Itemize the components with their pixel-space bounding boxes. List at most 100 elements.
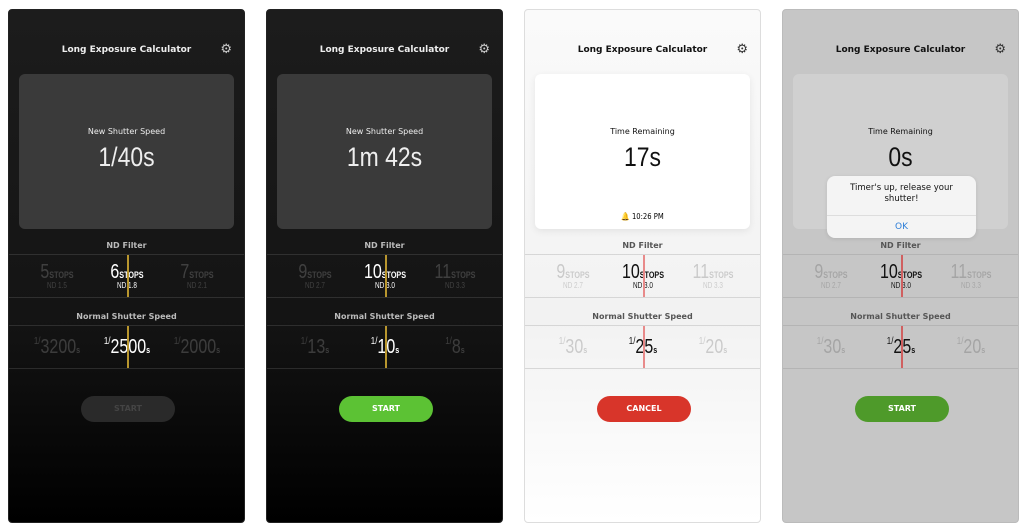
speed-option[interactable]: 1/8s <box>428 336 482 359</box>
nd-option[interactable]: 11STOPS ND 3.3 <box>944 261 998 290</box>
speed-unit: s <box>460 345 465 355</box>
nd-stops: 10 <box>363 261 382 283</box>
speed-option[interactable]: 1/3200s <box>30 336 84 359</box>
speed-value: 13 <box>307 336 326 358</box>
card-label: New Shutter Speed <box>87 127 166 136</box>
gear-icon[interactable]: ⚙ <box>994 42 1006 57</box>
nd-unit: STOPS <box>119 270 144 280</box>
nd-option[interactable]: 5STOPS ND 1.5 <box>30 261 84 290</box>
card-label: New Shutter Speed <box>345 127 424 136</box>
cancel-button[interactable]: CANCEL <box>597 396 691 422</box>
speed-fraction: 1/ <box>370 336 378 347</box>
card-label: Time Remaining <box>610 127 675 136</box>
speed-value: 30 <box>565 336 584 358</box>
gear-icon[interactable]: ⚙ <box>736 42 748 57</box>
nd-unit: STOPS <box>709 270 734 280</box>
speed-fraction: 1/ <box>300 336 308 347</box>
speed-value: 30 <box>823 336 842 358</box>
speed-option[interactable]: 1/20s <box>686 336 740 359</box>
picker-marker <box>643 326 645 368</box>
gear-icon[interactable]: ⚙ <box>478 42 490 57</box>
nd-unit: STOPS <box>897 270 923 280</box>
nd-option[interactable]: 11STOPS ND 3.3 <box>686 261 740 290</box>
card-value: 0s <box>888 142 913 172</box>
nd-option[interactable]: 9STOPS ND 2.7 <box>804 261 858 290</box>
speed-unit: s <box>841 345 846 355</box>
phone-screen: Long Exposure Calculator ⚙ Time Remainin… <box>524 9 761 523</box>
phone-screen: Long Exposure Calculator ⚙ New Shutter S… <box>266 9 503 523</box>
nd-stops: 11 <box>950 261 968 283</box>
speed-unit: s <box>911 345 916 355</box>
speed-value: 20 <box>705 336 724 358</box>
nd-stops: 6 <box>110 261 120 283</box>
nd-stops: 9 <box>298 261 308 283</box>
nd-unit: STOPS <box>823 270 848 280</box>
nd-unit: STOPS <box>49 270 74 280</box>
speed-option[interactable]: 1/13s <box>288 336 342 359</box>
nd-option[interactable]: 7STOPS ND 2.1 <box>170 261 224 290</box>
picker-marker <box>901 255 903 297</box>
nd-filter-label: ND Filter <box>880 241 921 250</box>
app-title: Long Exposure Calculator <box>577 45 708 55</box>
speed-value: 3200 <box>40 336 77 358</box>
alert-message: Timer's up, release your shutter! <box>850 183 953 204</box>
nd-unit: STOPS <box>307 270 332 280</box>
nd-filter-label: ND Filter <box>106 241 147 250</box>
speed-option[interactable]: 1/2000s <box>170 336 224 359</box>
speed-fraction: 1/ <box>698 336 706 347</box>
gear-icon[interactable]: ⚙ <box>220 42 232 57</box>
nd-filter-label: ND Filter <box>364 241 405 250</box>
speed-fraction: 1/ <box>558 336 566 347</box>
speed-unit: s <box>325 345 330 355</box>
card-value: 17s <box>623 142 662 172</box>
nd-unit: STOPS <box>381 270 407 280</box>
speed-value: 2000 <box>180 336 217 358</box>
nd-filter-picker[interactable]: 9STOPS ND 2.7 10STOPS ND 3.0 11STOPS ND 3.3 <box>267 254 502 298</box>
picker-marker <box>901 326 903 368</box>
nd-option[interactable]: 11STOPS ND 3.3 <box>428 261 482 290</box>
ok-button[interactable]: OK <box>827 215 976 238</box>
nd-filter-picker[interactable]: 9STOPS ND 2.7 10STOPS ND 3.0 11STOPS ND 3.3 <box>783 254 1018 298</box>
card-value: 1/40s <box>98 142 155 172</box>
nd-option[interactable]: 9STOPS ND 2.7 <box>546 261 600 290</box>
picker-marker <box>127 326 129 368</box>
nd-density: ND 3.3 <box>445 281 465 290</box>
speed-option[interactable]: 1/30s <box>546 336 600 359</box>
speed-option[interactable]: 1/30s <box>804 336 858 359</box>
nd-unit: STOPS <box>639 270 665 280</box>
nd-density: ND 3.3 <box>703 281 723 290</box>
picker-marker <box>127 255 129 297</box>
nd-filter-picker[interactable]: 9STOPS ND 2.7 10STOPS ND 3.0 11STOPS ND 3.3 <box>525 254 760 298</box>
start-button[interactable]: START <box>339 396 433 422</box>
speed-fraction: 1/ <box>628 336 636 347</box>
nd-density: ND 3.3 <box>961 281 981 290</box>
speed-fraction: 1/ <box>956 336 964 347</box>
start-button[interactable]: START <box>81 396 175 422</box>
speed-value: 8 <box>451 336 461 358</box>
speed-unit: s <box>583 345 588 355</box>
nd-stops: 10 <box>879 261 898 283</box>
nd-unit: STOPS <box>967 270 992 280</box>
nd-stops: 7 <box>180 261 190 283</box>
speed-option[interactable]: 1/20s <box>944 336 998 359</box>
nd-density: ND 2.7 <box>563 281 583 290</box>
speed-fraction: 1/ <box>445 336 452 347</box>
speed-unit: s <box>76 345 81 355</box>
app-title: Long Exposure Calculator <box>835 45 966 55</box>
speed-unit: s <box>146 345 151 355</box>
card-value: 1m 42s <box>346 142 423 172</box>
result-card: New Shutter Speed 1/40s <box>19 74 234 229</box>
nd-density: ND 2.7 <box>305 281 325 290</box>
shutter-speed-label: Normal Shutter Speed <box>592 312 693 321</box>
nd-option[interactable]: 9STOPS ND 2.7 <box>288 261 342 290</box>
shutter-speed-label: Normal Shutter Speed <box>76 312 177 321</box>
alarm-time-text: 10:26 PM <box>631 212 664 221</box>
nd-stops: 9 <box>814 261 824 283</box>
nd-filter-picker[interactable]: 5STOPS ND 1.5 6STOPS ND 1.8 7STOPS ND 2.1 <box>9 254 244 298</box>
speed-value: 20 <box>963 336 982 358</box>
start-button[interactable]: START <box>855 396 949 422</box>
